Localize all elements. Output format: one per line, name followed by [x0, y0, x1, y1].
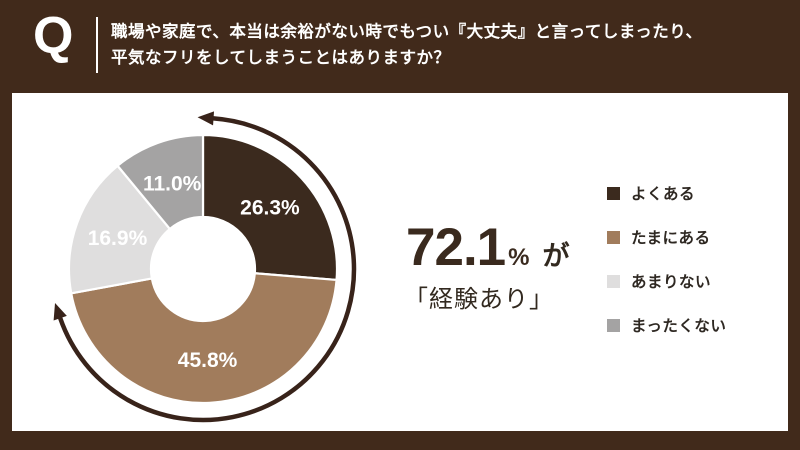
- legend-item-tamani-aru: たまにある: [607, 229, 726, 247]
- arrowhead-icon: [53, 303, 67, 321]
- donut-slice-label: 16.9%: [88, 227, 148, 250]
- header-divider: [96, 17, 98, 73]
- donut-slice: [201, 133, 339, 282]
- summary-caption: 「経験あり」: [404, 286, 554, 313]
- summary-value: 72.1: [406, 218, 506, 277]
- donut-chart: 26.3% 45.8% 16.9% 11.0%: [53, 111, 357, 423]
- legend-item-amari-nai: あまりない: [607, 273, 726, 291]
- legend-item-mattaku-nai: まったくない: [607, 317, 727, 335]
- donut-slice: [67, 164, 171, 295]
- legend: よくある たまにある あまりない まったくない: [607, 185, 726, 361]
- legend-swatch-icon: [607, 274, 620, 288]
- legend-swatch-icon: [607, 186, 620, 200]
- donut-slice: [116, 133, 205, 231]
- legend-label: まったくない: [631, 318, 727, 335]
- donut-slice: [70, 272, 338, 405]
- summary-stat: 72.1 % が: [406, 217, 570, 278]
- question-text: 職場や家庭で、本当は余裕がない時でもつい『大丈夫』と言ってしまったり、 平気なフ…: [111, 19, 771, 71]
- legend-label: たまにある: [631, 230, 711, 247]
- legend-swatch-icon: [607, 230, 620, 244]
- result-card: 26.3% 45.8% 16.9% 11.0% 72.1 % が 「経験あり」 よくあ…: [12, 93, 788, 431]
- question-line-1: 職場や家庭で、本当は余裕がない時でもつい『大丈夫』と言ってしまったり、: [111, 23, 703, 41]
- circular-arrow-arc: [57, 116, 357, 423]
- legend-item-yokuaru: よくある: [607, 185, 726, 203]
- arrowhead-icon: [197, 111, 215, 126]
- summary-unit: %: [508, 244, 530, 271]
- question-mark-letter: Q: [33, 7, 74, 65]
- donut-slice-label: 45.8%: [178, 349, 238, 372]
- legend-label: あまりない: [631, 274, 712, 291]
- donut-slice-label: 11.0%: [143, 172, 202, 195]
- donut-slice-label: 26.3%: [240, 196, 300, 219]
- legend-label: よくある: [631, 186, 696, 203]
- legend-swatch-icon: [607, 318, 620, 332]
- summary-particle: が: [542, 241, 570, 271]
- question-line-2: 平気なフリをしてしまうことはありますか？: [111, 49, 451, 67]
